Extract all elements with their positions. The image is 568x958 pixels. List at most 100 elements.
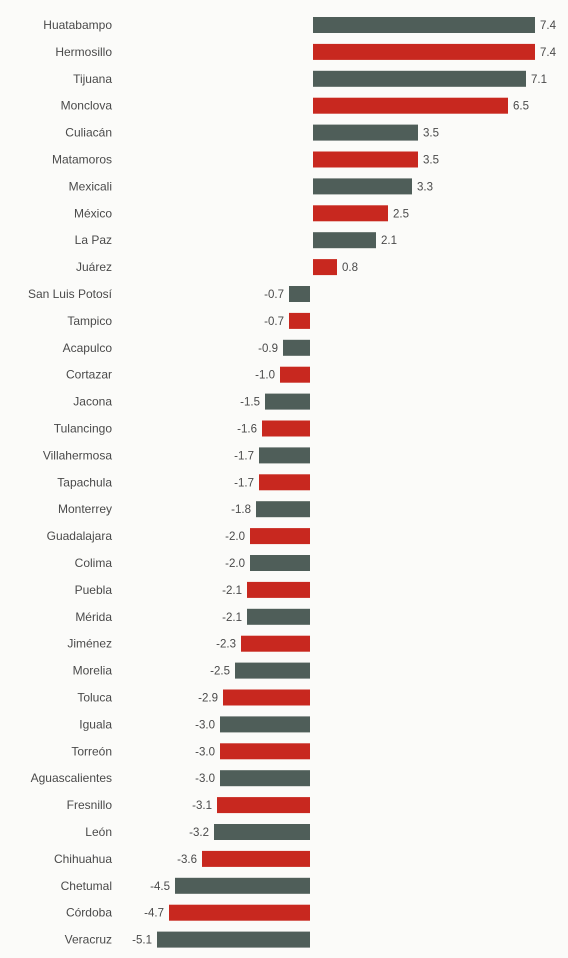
bar: [250, 555, 310, 571]
data-label: -3.1: [192, 800, 212, 812]
bar: [313, 17, 535, 33]
data-label: 7.1: [531, 74, 547, 86]
bar: [241, 635, 310, 652]
data-label: -2.0: [225, 558, 245, 570]
bar: [313, 151, 418, 168]
bar: [289, 286, 310, 302]
bar: [250, 528, 310, 545]
data-label: -3.2: [189, 827, 209, 839]
category-label: México: [74, 206, 112, 220]
data-label: -1.6: [237, 424, 257, 436]
bar: [313, 205, 388, 222]
data-label: -1.8: [231, 504, 251, 516]
data-label: -3.6: [177, 854, 197, 866]
bar: [223, 689, 310, 706]
bar: [247, 608, 310, 625]
bar: [313, 178, 412, 195]
data-label: -3.0: [195, 746, 215, 758]
bar: [283, 339, 310, 356]
category-label: Puebla: [75, 583, 113, 597]
category-label: Colima: [75, 556, 113, 570]
category-label: Culiacán: [65, 126, 112, 140]
bar: [202, 850, 310, 867]
data-label: -0.7: [264, 289, 284, 301]
category-label: Chihuahua: [54, 852, 112, 866]
data-label: -4.5: [150, 881, 170, 893]
bar: [169, 904, 310, 921]
bar: [265, 393, 310, 410]
data-label: -1.7: [234, 450, 254, 462]
data-label: 6.5: [513, 101, 529, 113]
category-label: Villahermosa: [43, 448, 112, 462]
data-label: -0.9: [258, 343, 278, 355]
category-label: Mérida: [75, 610, 112, 624]
category-label: Iguala: [79, 717, 112, 731]
data-label: -2.0: [225, 531, 245, 543]
bar: [313, 124, 418, 141]
category-label: La Paz: [75, 233, 112, 247]
category-label: Chetumal: [61, 879, 112, 893]
data-label: -2.3: [216, 639, 236, 651]
category-label: Aguascalientes: [31, 771, 112, 785]
category-label: Fresnillo: [67, 798, 113, 812]
data-label: 3.5: [423, 155, 439, 167]
data-label: -3.0: [195, 719, 215, 731]
category-label: Matamoros: [52, 153, 112, 167]
bar: [217, 797, 310, 814]
data-label: 2.1: [381, 235, 397, 247]
category-label: Monterrey: [58, 502, 112, 516]
category-label: Cortazar: [66, 368, 112, 382]
data-label: -1.0: [255, 370, 275, 382]
data-label: 0.8: [342, 262, 358, 274]
category-label: Tulancingo: [54, 422, 113, 436]
bar: [262, 420, 310, 437]
bar: [220, 743, 310, 760]
category-label: Veracruz: [65, 933, 112, 947]
bar: [313, 259, 337, 276]
data-label: -0.7: [264, 316, 284, 328]
bar: [313, 43, 535, 60]
category-label: Guadalajara: [47, 529, 113, 543]
data-label: -2.1: [222, 612, 242, 624]
category-label: León: [85, 825, 112, 839]
data-label: -2.9: [198, 693, 218, 705]
bar: [313, 232, 376, 249]
category-label: Toluca: [77, 691, 112, 705]
category-label: Torreón: [71, 744, 112, 758]
category-label: Juárez: [76, 260, 112, 274]
bar: [256, 501, 310, 518]
category-label: Tampico: [67, 314, 112, 328]
data-label: 3.5: [423, 128, 439, 140]
category-label: Hermosillo: [55, 45, 112, 59]
data-label: -2.1: [222, 585, 242, 597]
bar: [214, 824, 310, 840]
category-label: Acapulco: [63, 341, 113, 355]
bar: [247, 581, 310, 598]
data-label: 7.4: [540, 20, 557, 32]
bar: [157, 931, 310, 948]
bar: [280, 366, 310, 383]
category-label: Jiménez: [67, 637, 112, 651]
bar: [313, 70, 526, 87]
data-label: -4.7: [144, 908, 164, 920]
bar: [259, 474, 310, 491]
category-label: Mexicali: [69, 179, 112, 193]
category-label: San Luis Potosí: [28, 287, 113, 301]
data-label: -5.1: [132, 935, 152, 947]
data-label: -2.5: [210, 666, 230, 678]
bar: [175, 877, 310, 894]
bar: [220, 770, 310, 787]
bar: [289, 312, 310, 329]
category-label: Córdoba: [66, 906, 112, 920]
bar: [220, 716, 310, 733]
category-label: Tijuana: [73, 72, 112, 86]
data-label: -1.7: [234, 477, 254, 489]
bar: [259, 447, 310, 464]
data-label: 3.3: [417, 181, 433, 193]
bar: [313, 97, 508, 114]
category-label: Jacona: [73, 395, 112, 409]
category-label: Huatabampo: [43, 18, 112, 32]
data-label: -3.0: [195, 773, 215, 785]
bar: [235, 662, 310, 679]
